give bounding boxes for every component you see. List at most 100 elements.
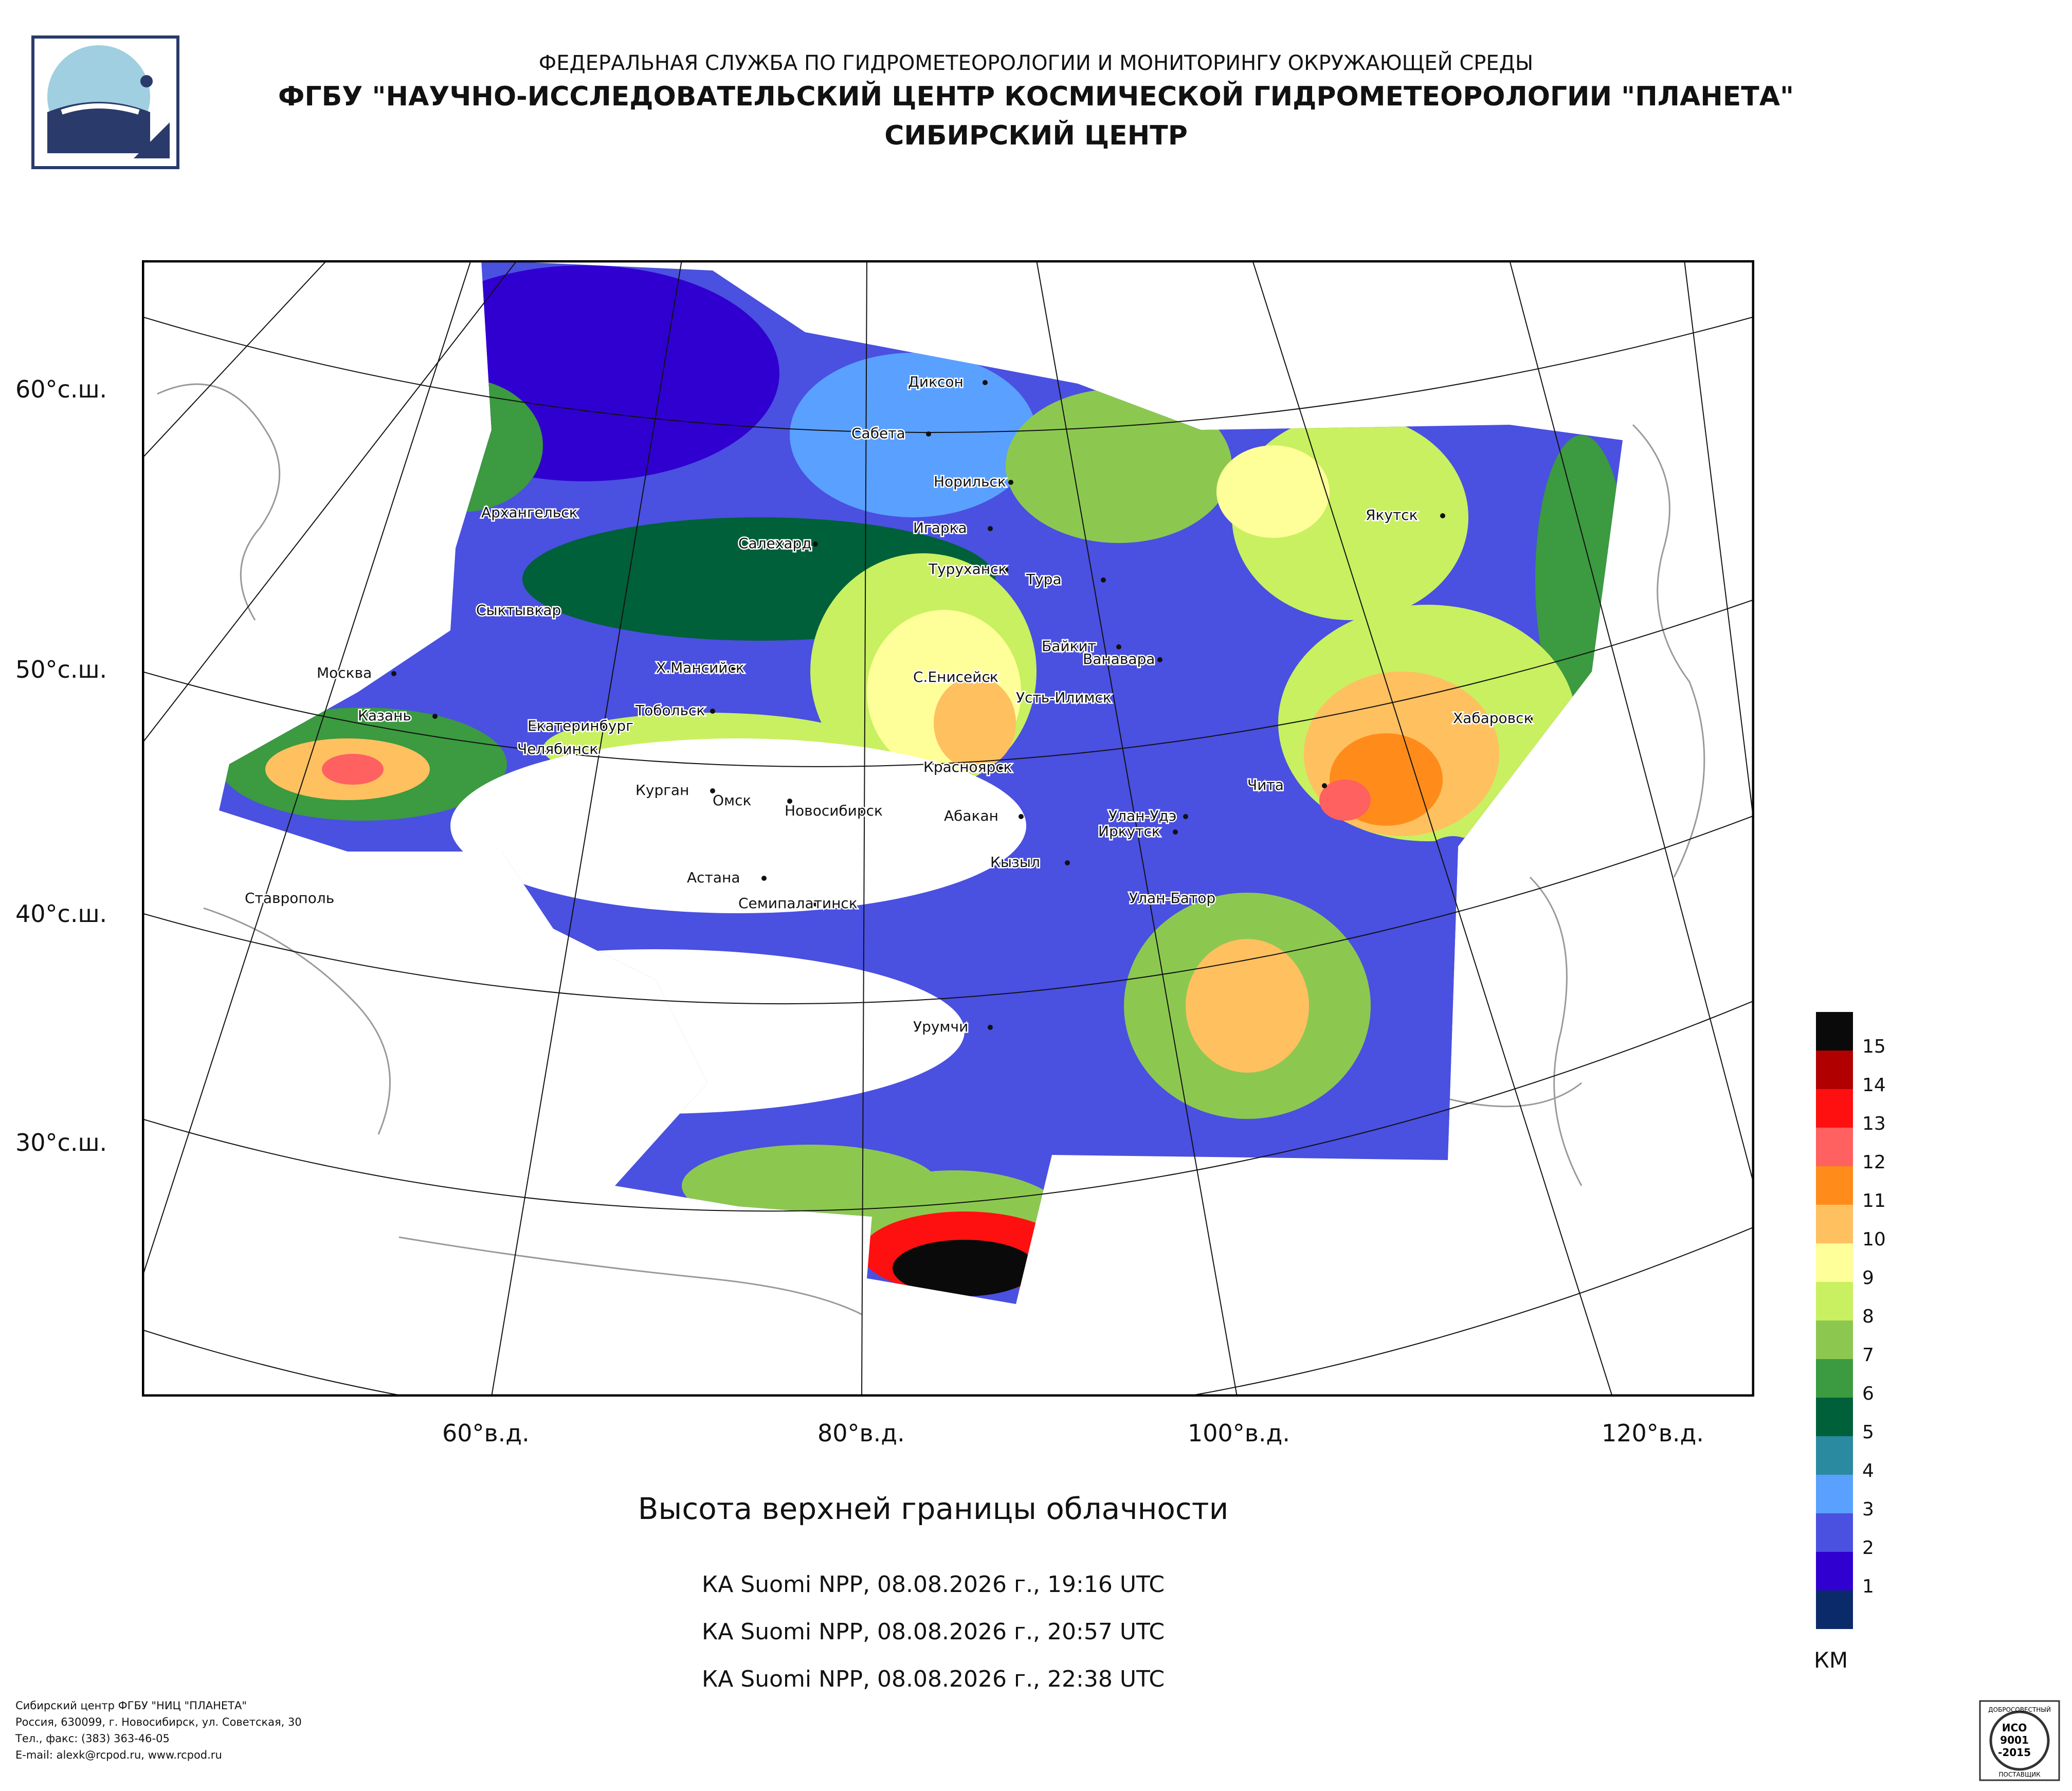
city-dot [731, 666, 736, 671]
city-dot [926, 431, 931, 437]
city-dot [1204, 896, 1209, 901]
city-dot [998, 765, 1003, 770]
city-label: Новосибирск [785, 802, 883, 819]
lat-label-30: 30°с.ш. [15, 1129, 107, 1156]
legend-level-label: 11 [1862, 1190, 1886, 1211]
city-dot [391, 671, 396, 676]
legend-level-label: 3 [1862, 1499, 1874, 1520]
city-label: Кызыл [990, 854, 1040, 871]
legend-swatch [1816, 1166, 1853, 1205]
satellite-pass-1: КА Suomi NPP, 08.08.2026 г., 19:16 UTC [701, 1571, 1165, 1598]
legend-level-label: 8 [1862, 1306, 1874, 1327]
legend-level-label: 9 [1862, 1268, 1874, 1289]
legend-level-label: 1 [1862, 1576, 1874, 1597]
legend-swatch [1816, 1205, 1853, 1243]
height-legend [1816, 1012, 1853, 1629]
city-label: Иркутск [1098, 823, 1160, 840]
city-label: Урумчи [913, 1018, 968, 1035]
footer-phone: Тел., факс: (383) 363-46-05 [15, 1732, 170, 1745]
legend-swatch [1816, 1590, 1853, 1629]
city-label: Тура [1026, 571, 1062, 588]
city-label: Челябинск [517, 740, 598, 757]
city-dot [319, 896, 324, 901]
city-label: Москва [317, 664, 372, 681]
legend-level-label: 13 [1862, 1113, 1886, 1134]
legend-swatch [1816, 1089, 1853, 1128]
legend-level-label: 14 [1862, 1075, 1886, 1096]
city-label: Салехард [738, 535, 812, 552]
iso-certificate-badge: ДОБРОСОВЕСТНЫЙ ИСО 9001 -2015 ПОСТАВЩИК [1979, 1700, 2060, 1781]
institute-name: ФГБУ "НАУЧНО-ИССЛЕДОВАТЕЛЬСКИЙ ЦЕНТР КОС… [278, 81, 1794, 112]
city-label: Х.Мансийск [656, 659, 744, 676]
legend-level-label: 15 [1862, 1036, 1886, 1057]
city-label: Туруханск [928, 560, 1007, 577]
legend-swatch [1816, 1243, 1853, 1282]
city-label: Абакан [944, 807, 998, 824]
lon-label-100: 100°в.д. [1188, 1419, 1290, 1447]
satellite-pass-2: КА Suomi NPP, 08.08.2026 г., 20:57 UTC [701, 1619, 1165, 1645]
city-dot [983, 380, 988, 385]
map-title: Высота верхней границы облачности [638, 1491, 1229, 1526]
lat-label-60: 60°с.ш. [15, 375, 107, 403]
legend-swatch [1816, 1320, 1853, 1359]
city-dot [710, 788, 715, 793]
city-label: Екатеринбург [528, 717, 633, 734]
city-label: Курган [635, 782, 689, 799]
city-dot [813, 541, 818, 547]
city-dot [1528, 716, 1533, 721]
city-dot [1090, 696, 1096, 701]
legend-swatch [1816, 1552, 1853, 1590]
city-dot [1019, 814, 1024, 819]
city-dot [592, 747, 597, 752]
city-labels: Диксон Сабета Норильск Игарка Архангельск Сал… [244, 372, 1534, 1037]
city-label: Семипалатинск [738, 895, 858, 912]
city-label: Игарка [913, 519, 967, 536]
legend-swatch [1816, 1475, 1853, 1513]
city-dot [1008, 480, 1013, 485]
city-dot [1440, 513, 1445, 518]
city-dot [710, 709, 715, 714]
city-label: Улан-Удэ [1108, 807, 1176, 824]
city-label: Норильск [934, 473, 1006, 490]
footer-email[interactable]: E-mail: alexk@rcpod.ru, www.rcpod.ru [15, 1749, 222, 1761]
cert-line-1: ИСО [2002, 1722, 2027, 1734]
city-dot [859, 809, 864, 814]
lat-label-50: 50°с.ш. [15, 656, 107, 683]
city-label: Астана [687, 869, 740, 886]
city-dot [988, 1025, 993, 1030]
city-dot [1116, 644, 1121, 649]
city-label: С.Енисейск [913, 668, 998, 685]
legend-swatch [1816, 1436, 1853, 1475]
legend-level-label: 5 [1862, 1422, 1874, 1443]
legend-swatch [1816, 1051, 1853, 1089]
cert-bottom-text: ПОСТАВЩИК [1998, 1771, 2041, 1778]
legend-swatch [1816, 1359, 1853, 1398]
city-dot [1065, 860, 1070, 865]
lon-label-120: 120°в.д. [1602, 1419, 1704, 1447]
city-dot [988, 675, 993, 680]
city-label: Ванавара [1083, 650, 1155, 667]
city-dot [1173, 829, 1178, 835]
lat-label-40: 40°с.ш. [15, 900, 107, 928]
legend-level-label: 2 [1862, 1537, 1874, 1559]
legend-swatch [1816, 1012, 1853, 1051]
city-dot [432, 714, 438, 719]
city-label: Якутск [1366, 506, 1418, 523]
legend-swatch [1816, 1282, 1853, 1320]
lon-label-60: 60°в.д. [442, 1419, 530, 1447]
cloud-top-height-map: Диксон Сабета Норильск Игарка Архангельск Сал… [142, 260, 1754, 1397]
legend-swatch [1816, 1398, 1853, 1436]
city-dot [556, 511, 561, 516]
legend-level-label: 12 [1862, 1152, 1886, 1173]
satellite-pass-3: КА Suomi NPP, 08.08.2026 г., 22:38 UTC [701, 1666, 1165, 1692]
legend-unit: КМ [1814, 1648, 1848, 1673]
legend-swatch [1816, 1128, 1853, 1166]
city-label: Сабета [851, 425, 905, 442]
city-dot [1101, 577, 1106, 583]
city-label: Чита [1247, 776, 1284, 793]
city-label: Байкит [1042, 638, 1096, 655]
center-name: СИБИРСКИЙ ЦЕНТР [884, 120, 1188, 151]
footer-address: Россия, 630099, г. Новосибирск, ул. Сове… [15, 1716, 302, 1728]
city-label: Хабаровск [1453, 710, 1532, 727]
city-label: Сыктывкар [476, 602, 561, 619]
